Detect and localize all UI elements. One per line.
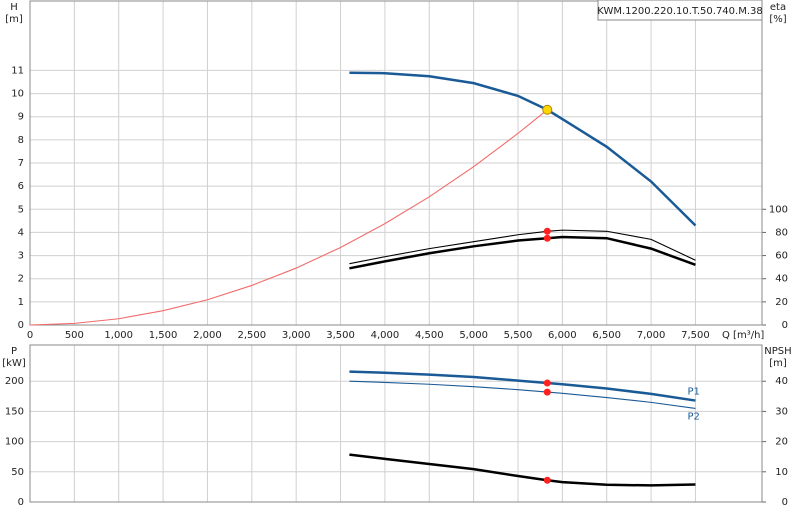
y-tick-label: 1 <box>18 297 24 308</box>
y2-tick-label: 40 <box>775 376 788 387</box>
y-axis-label: H <box>10 2 18 13</box>
y2-tick-label: 40 <box>775 274 788 285</box>
y-tick-label: 50 <box>11 467 24 478</box>
y-tick-label: 200 <box>5 376 24 387</box>
x-tick-label: 500 <box>65 330 84 341</box>
x-tick-label: 3,000 <box>282 330 311 341</box>
y-tick-label: 8 <box>18 135 24 146</box>
x-tick-label: 3,500 <box>326 330 355 341</box>
y2-tick-label: 80 <box>775 227 788 238</box>
y-tick-label: 9 <box>18 112 24 123</box>
curve <box>349 370 696 402</box>
y-axis-unit: [kW] <box>2 358 26 369</box>
x-tick-label: 5,000 <box>459 330 488 341</box>
y2-tick-label: 0 <box>782 497 788 508</box>
y2-tick-label: 20 <box>775 297 788 308</box>
y-tick-label: 0 <box>18 320 24 331</box>
curve <box>349 71 697 227</box>
y2-axis-label: NPSH <box>764 346 791 357</box>
y-tick-label: 100 <box>5 437 24 448</box>
x-tick-label: 2,000 <box>193 330 222 341</box>
duty-point <box>543 476 551 484</box>
y2-axis-unit: [%] <box>769 14 786 25</box>
y-tick-label: 7 <box>18 158 24 169</box>
duty-point <box>542 104 553 115</box>
x-tick-label: 1,000 <box>104 330 133 341</box>
x-tick-label: 2,500 <box>237 330 266 341</box>
curve <box>349 380 696 409</box>
y-tick-label: 10 <box>11 89 24 100</box>
x-tick-label: 7,000 <box>637 330 666 341</box>
y-tick-label: 150 <box>5 406 24 417</box>
series-label: P2 <box>687 411 699 422</box>
y-tick-label: 6 <box>18 181 24 192</box>
x-tick-label: 6,500 <box>592 330 621 341</box>
duty-point <box>543 379 551 387</box>
curve <box>349 235 696 270</box>
y2-tick-label: 60 <box>775 251 788 262</box>
duty-point <box>543 227 551 235</box>
y2-axis-unit: [m] <box>769 358 787 369</box>
title-box <box>597 0 763 21</box>
curve <box>349 229 696 265</box>
x-tick-label: 1,500 <box>149 330 178 341</box>
duty-point <box>543 234 551 242</box>
y-tick-label: 5 <box>18 204 24 215</box>
y-tick-label: 4 <box>18 227 24 238</box>
x-axis-label: Q [m³/h] <box>722 330 764 341</box>
y2-tick-label: 10 <box>775 467 788 478</box>
x-tick-label: 4,000 <box>371 330 400 341</box>
y2-axis-label: eta <box>770 2 786 13</box>
y-tick-label: 11 <box>11 65 24 76</box>
x-tick-label: 6,000 <box>548 330 577 341</box>
y2-tick-label: 100 <box>769 204 788 215</box>
y2-tick-label: 30 <box>775 406 788 417</box>
y-tick-label: 3 <box>18 251 24 262</box>
y-axis-label: P <box>11 346 17 357</box>
curve <box>29 109 548 326</box>
y-tick-label: 2 <box>18 274 24 285</box>
series-label: P1 <box>687 387 699 398</box>
x-tick-label: 5,500 <box>504 330 533 341</box>
x-tick-label: 4,500 <box>415 330 444 341</box>
title: KWM.1200.220.10.T.50.740.M.38 <box>597 6 763 17</box>
x-tick-label: 0 <box>27 330 33 341</box>
duty-point <box>543 388 551 396</box>
y-axis-unit: [m] <box>5 14 23 25</box>
plot-frame <box>29 344 763 503</box>
plot-frame <box>29 0 763 326</box>
y2-tick-label: 0 <box>782 320 788 331</box>
y-tick-label: 0 <box>18 497 24 508</box>
curve <box>349 453 696 487</box>
y2-tick-label: 20 <box>775 437 788 448</box>
x-tick-label: 7,500 <box>681 330 710 341</box>
